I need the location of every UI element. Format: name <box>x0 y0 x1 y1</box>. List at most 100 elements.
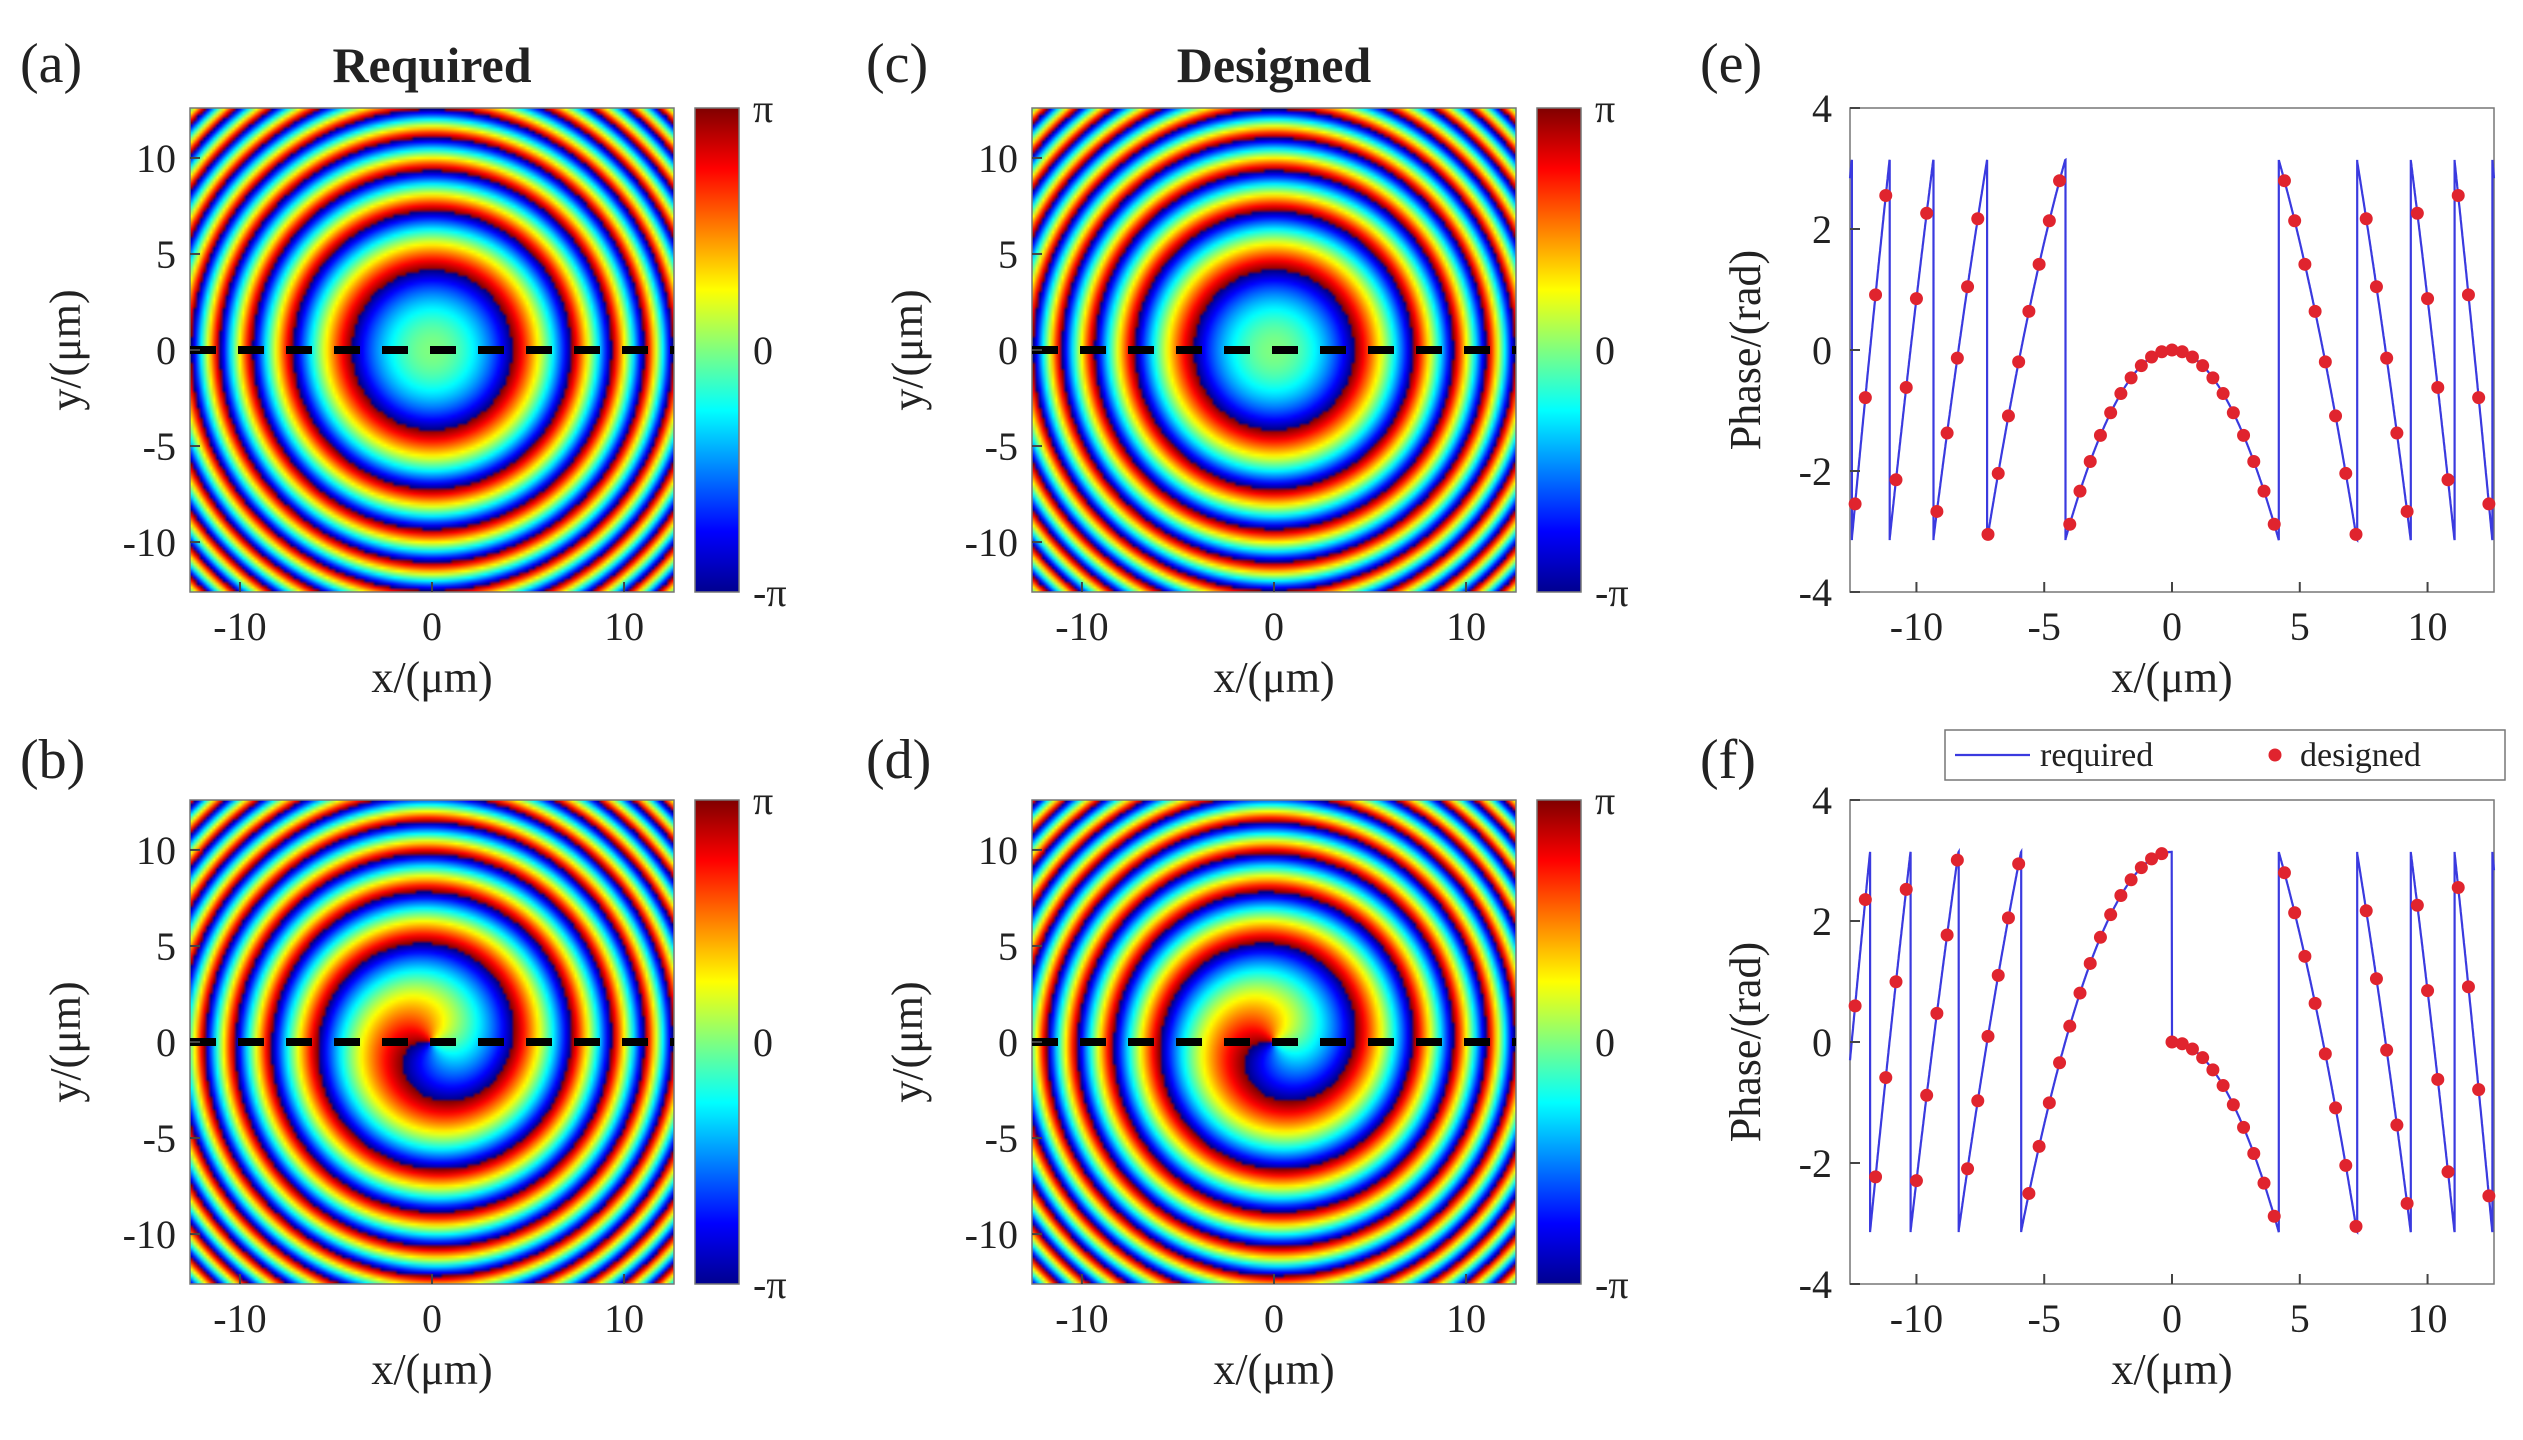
y-tick-label: -10 <box>965 1212 1018 1257</box>
series-designed-point <box>2083 455 2097 469</box>
series-designed-point <box>2451 189 2465 203</box>
colorbar-bottom-label: -π <box>753 1262 787 1307</box>
series-designed-point <box>2380 351 2394 365</box>
series-designed-point <box>1981 1029 1995 1043</box>
panel-label-a: (a) <box>20 33 82 95</box>
series-designed-point <box>2185 1042 2199 1056</box>
series-designed-point <box>2165 343 2179 357</box>
series-designed-point <box>1961 1162 1975 1176</box>
x-tick-label: 5 <box>2290 604 2310 649</box>
series-designed-point <box>2482 1189 2496 1203</box>
y-tick-label: 10 <box>136 828 176 873</box>
series-designed-point <box>1971 212 1985 226</box>
y-tick-label: -10 <box>123 1212 176 1257</box>
series-designed-point <box>2441 473 2455 487</box>
y-tick-label: -10 <box>123 520 176 565</box>
series-designed-point <box>2114 888 2128 902</box>
series-designed-point <box>2196 359 2210 373</box>
y-tick-label: -5 <box>143 424 176 469</box>
x-tick-label: 10 <box>604 1296 644 1341</box>
series-designed-point <box>2093 930 2107 944</box>
series-designed-point <box>2451 881 2465 895</box>
y-axis-label: Phase/(rad) <box>1721 942 1770 1142</box>
series-designed-point <box>2226 406 2240 420</box>
colorbar-mid-label: 0 <box>1595 1020 1615 1065</box>
panel-a: (a) Required -10 0 10 10 5 0 -5 -10 x/(μm) y/(μm) π 0… <box>20 33 787 702</box>
series-designed-point <box>2093 428 2107 442</box>
series-designed-point <box>1889 975 1903 989</box>
series-designed-point <box>2298 949 2312 963</box>
series-designed-point <box>2206 371 2220 385</box>
series-designed-point <box>2390 426 2404 440</box>
series-designed-point <box>2410 898 2424 912</box>
series-designed-point <box>2400 1196 2414 1210</box>
series-designed-point <box>2461 980 2475 994</box>
y-tick-label: -4 <box>1799 570 1832 615</box>
series-designed-point <box>2410 206 2424 220</box>
series-designed-point <box>2277 866 2291 880</box>
series-designed-point <box>2042 214 2056 228</box>
series-designed-point <box>2001 911 2015 925</box>
x-tick-label: 0 <box>422 1296 442 1341</box>
series-designed-point <box>2421 984 2435 998</box>
colorbar <box>1536 107 1582 593</box>
y-tick-label: -5 <box>985 1116 1018 1161</box>
legend-label-designed: designed <box>2300 737 2421 774</box>
series-designed-point <box>1869 288 1883 302</box>
series-designed-point <box>2461 288 2475 302</box>
series-designed-point <box>1848 497 1862 511</box>
series-designed-point <box>2267 517 2281 531</box>
series-designed-point <box>2482 497 2496 511</box>
series-designed-point <box>2390 1118 2404 1132</box>
series-designed-point <box>2032 257 2046 271</box>
y-tick-label: -5 <box>143 1116 176 1161</box>
series-designed-point <box>1848 999 1862 1013</box>
series-designed-point <box>2216 387 2230 401</box>
colorbar-top-label: π <box>1595 86 1615 131</box>
series-designed-point <box>2083 956 2097 970</box>
panel-b: (b) -10 0 10 10 5 0 -5 -10 x/(μm) y/(μm) π 0 -π <box>20 729 787 1394</box>
x-tick-label: 0 <box>1264 604 1284 649</box>
series-designed-point <box>2329 409 2343 423</box>
x-tick-label: 0 <box>2162 604 2182 649</box>
y-tick-label: -10 <box>965 520 1018 565</box>
series-designed-point <box>2114 387 2128 401</box>
y-tick-label: 2 <box>1812 207 1832 252</box>
series-designed-point <box>2124 873 2138 887</box>
y-tick-label: 5 <box>156 232 176 277</box>
x-tick-label: 10 <box>2408 1296 2448 1341</box>
legend: required designed <box>1944 729 2506 781</box>
panel-label-e: (e) <box>1700 33 1762 95</box>
legend-marker-swatch <box>2268 748 2282 762</box>
y-tick-label: 10 <box>978 136 1018 181</box>
legend-box <box>1944 729 2506 781</box>
series-designed-point <box>2380 1043 2394 1057</box>
colorbar <box>694 799 740 1285</box>
series-designed-point <box>1899 882 1913 896</box>
x-axis-label: x/(μm) <box>371 653 492 702</box>
series-designed-point <box>2134 861 2148 875</box>
panel-d: (d) -10 0 10 10 5 0 -5 -10 x/(μm) y/(μm) π 0 -π <box>866 729 1629 1394</box>
series-designed-point <box>1858 893 1872 907</box>
series-designed-point <box>2247 1147 2261 1161</box>
series-designed-point <box>2124 371 2138 385</box>
x-tick-label: 5 <box>2290 1296 2310 1341</box>
legend-label-required: required <box>2040 737 2153 774</box>
series-designed-point <box>1858 391 1872 405</box>
panel-f: (f) -10 -5 0 5 10 4 2 0 -2 -4 x/(μm) Phase/(rad) requ… <box>1700 729 2506 1394</box>
series-designed-point <box>2155 345 2169 359</box>
series-designed-point <box>1920 206 1934 220</box>
x-tick-label: 10 <box>1446 604 1486 649</box>
series-designed-point <box>2257 484 2271 498</box>
series-designed-point <box>2175 345 2189 359</box>
colorbar-top-label: π <box>753 778 773 823</box>
panel-title: Designed <box>1177 37 1372 93</box>
series-designed-point <box>2104 908 2118 922</box>
panel-title: Required <box>332 37 531 93</box>
series-designed-point <box>2042 1096 2056 1110</box>
series-designed-point <box>2216 1079 2230 1093</box>
y-tick-label: 0 <box>1812 1020 1832 1065</box>
colorbar-bottom-label: -π <box>1595 570 1629 615</box>
x-tick-label: 0 <box>1264 1296 1284 1341</box>
